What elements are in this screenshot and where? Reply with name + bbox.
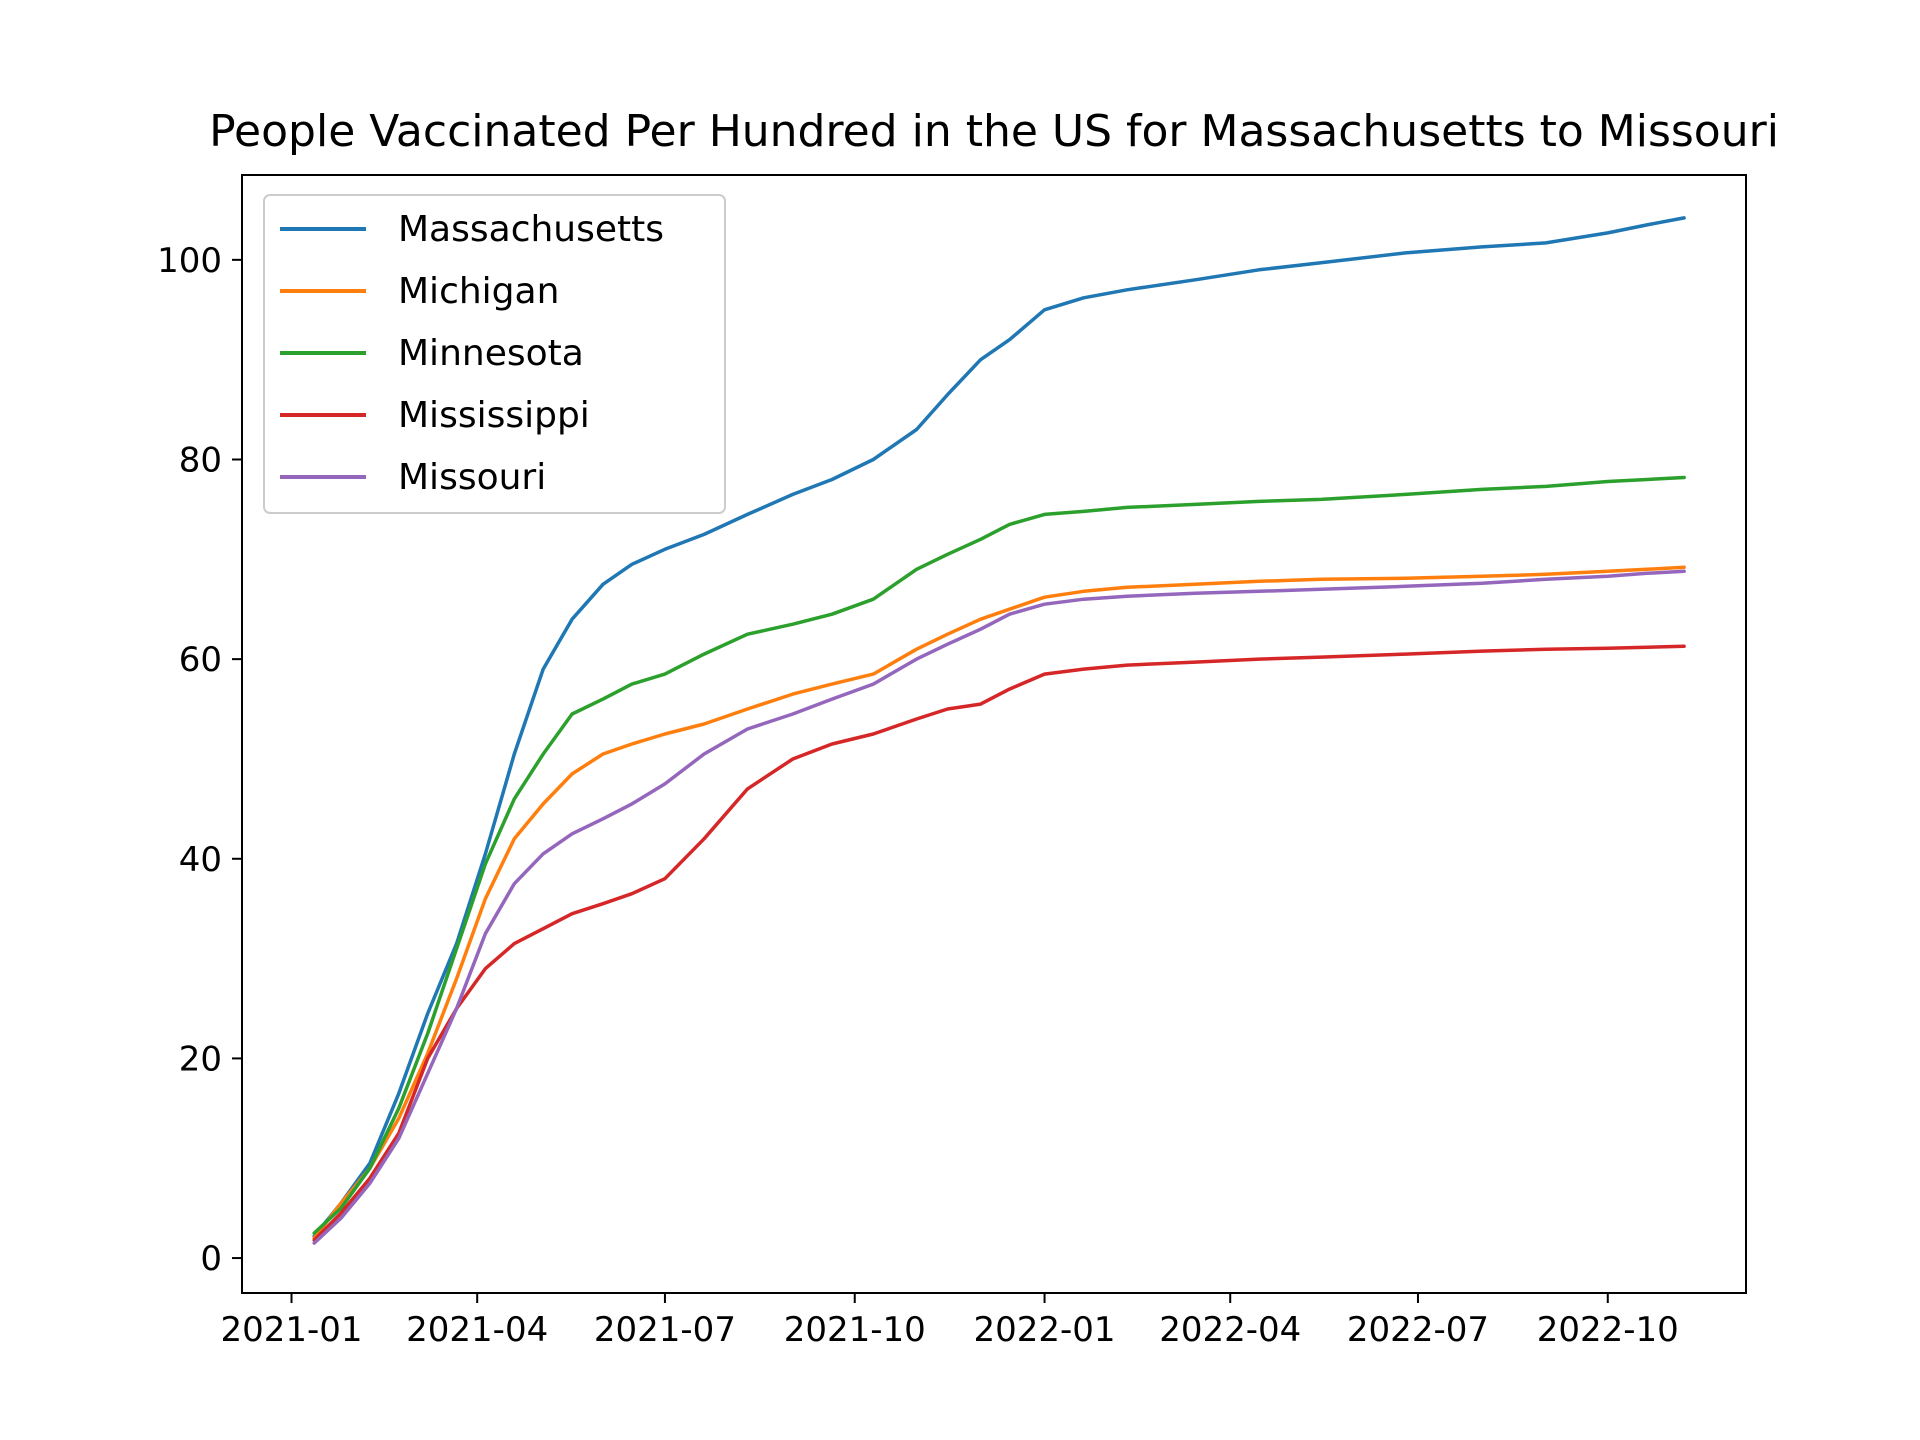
legend: Massachusetts Michigan Minnesota Mississipp… <box>263 194 726 514</box>
y-tick-label: 20 <box>179 1039 222 1079</box>
x-tick-label: 2021-10 <box>784 1310 926 1350</box>
y-axis: 0 20 40 60 80 100 <box>157 241 242 1279</box>
y-tick-label: 100 <box>157 241 222 281</box>
x-tick-label: 2022-01 <box>974 1310 1116 1350</box>
plot-frame <box>241 174 1747 1294</box>
chart-title: People Vaccinated Per Hundred in the US … <box>209 106 1779 157</box>
y-tick-label: 40 <box>179 840 222 880</box>
legend-label-massachusetts: Massachusetts <box>398 209 664 250</box>
x-tick-label: 2021-04 <box>406 1310 548 1350</box>
x-tick-label: 2021-01 <box>220 1310 362 1350</box>
legend-label-michigan: Michigan <box>398 271 559 312</box>
x-axis: 2021-01 2021-04 2021-07 2021-10 2022-01 2022-… <box>220 1293 1679 1350</box>
legend-label-minnesota: Minnesota <box>398 333 584 374</box>
series-line-missouri <box>312 569 1686 1245</box>
x-tick-label: 2022-04 <box>1159 1310 1301 1350</box>
series-line-minnesota <box>312 475 1686 1235</box>
y-tick-label: 0 <box>200 1239 222 1279</box>
y-tick-label: 80 <box>179 440 222 480</box>
x-tick-label: 2021-07 <box>594 1310 736 1350</box>
legend-box <box>263 194 726 514</box>
series-line-michigan <box>312 565 1686 1240</box>
y-tick-label: 60 <box>179 640 222 680</box>
x-tick-label: 2022-10 <box>1537 1310 1679 1350</box>
plot-lines <box>312 216 1686 1245</box>
series-line-mississippi <box>312 644 1686 1242</box>
x-tick-label: 2022-07 <box>1347 1310 1489 1350</box>
legend-label-mississippi: Mississippi <box>398 395 590 436</box>
legend-label-missouri: Missouri <box>398 457 546 498</box>
series-line-massachusetts <box>312 216 1686 1238</box>
